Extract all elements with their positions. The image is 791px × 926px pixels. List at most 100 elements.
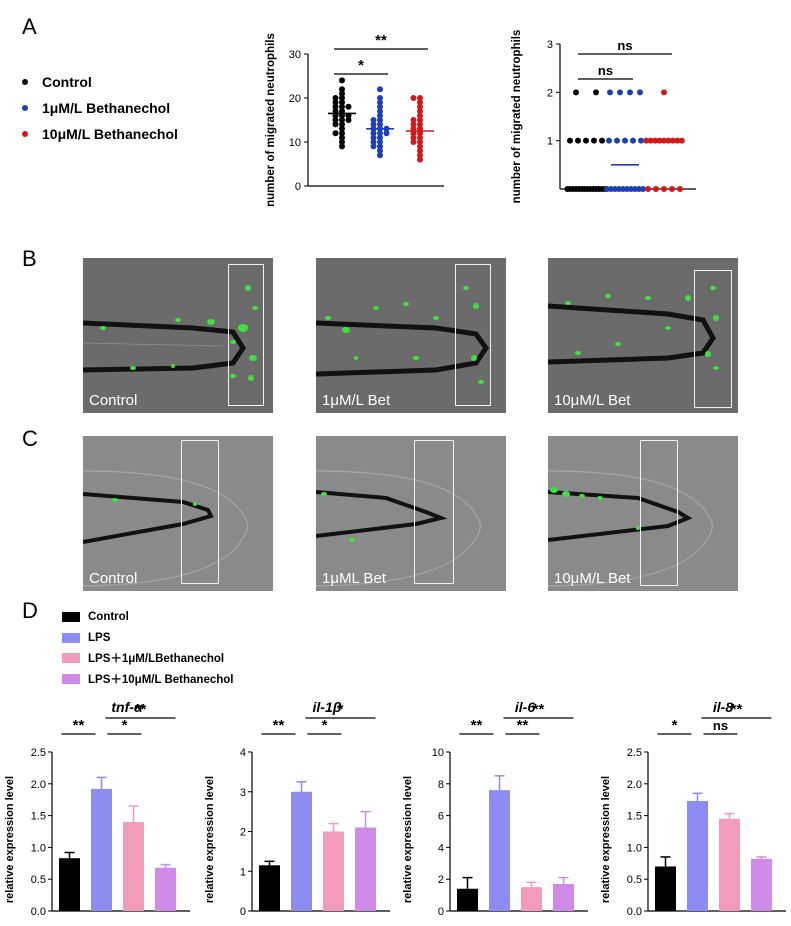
data-point: [377, 143, 383, 150]
significance-label: *: [358, 57, 364, 74]
legend-marker: [22, 131, 28, 137]
data-point: [614, 137, 620, 144]
bar: [719, 818, 740, 911]
data-point: [377, 152, 383, 159]
data-point: [410, 117, 417, 123]
legend-label: Control: [42, 74, 92, 90]
legend-marker: [22, 79, 28, 85]
data-point: [617, 89, 623, 96]
legend-label: 10μM/L Bethanechol: [42, 126, 178, 142]
y-tick-label: 1.0: [627, 842, 642, 854]
y-axis-label: relative expression level: [4, 776, 16, 903]
data-point: [638, 137, 644, 144]
data-point: [417, 99, 423, 106]
y-tick-label: 20: [289, 93, 301, 105]
data-point: [332, 117, 339, 123]
significance-label: **: [471, 717, 483, 734]
data-point: [627, 89, 633, 96]
data-point: [339, 103, 345, 110]
data-point: [567, 137, 573, 144]
data-point: [332, 95, 339, 101]
legend-swatch: [62, 612, 80, 623]
legend-label: 1μM/L Bethanechol: [42, 100, 171, 116]
panel-label-c: C: [22, 426, 38, 451]
panel-label-b: B: [22, 246, 37, 271]
data-point: [377, 139, 383, 145]
legend-a: Control 1μM/L Bethanechol 10μM/L Bethane…: [22, 69, 178, 147]
tail-image: [83, 470, 249, 587]
y-tick-label: 6: [438, 811, 444, 823]
data-point: [370, 143, 377, 150]
y-tick-label: 8: [438, 779, 444, 791]
y-tick-label: 0: [438, 906, 444, 918]
data-point: [339, 77, 345, 84]
data-point: [377, 99, 383, 106]
micrograph-label: Control: [89, 570, 138, 587]
data-point: [640, 186, 646, 192]
data-point: [643, 137, 650, 144]
micrograph-c-1um: 1μML Bet: [316, 436, 506, 591]
legend-swatch: [62, 673, 80, 684]
data-point: [377, 86, 383, 93]
data-point: [377, 130, 383, 137]
data-point: [345, 103, 352, 110]
y-axis-label: number of migrated neutrophils: [511, 30, 523, 204]
y-tick-label: 0: [295, 181, 301, 193]
data-point: [417, 143, 423, 150]
y-tick-label: 0.0: [31, 906, 46, 918]
legend-item: LPS＋1μM/LBethanechol: [62, 648, 234, 669]
y-tick-label: 4: [438, 842, 444, 854]
significance-label: **: [731, 701, 743, 718]
data-point: [575, 137, 581, 144]
data-point: [591, 137, 597, 144]
data-point: [332, 121, 339, 128]
significance-label: *: [122, 717, 128, 734]
data-point: [332, 130, 339, 137]
data-point: [417, 103, 423, 110]
legend-item: Control: [22, 69, 178, 95]
bar: [553, 883, 574, 911]
data-point: [339, 90, 345, 97]
micrograph-c-control: Control: [83, 436, 273, 591]
data-point: [339, 99, 345, 106]
bar: [355, 827, 376, 911]
chart-title: il-6: [515, 699, 535, 715]
tail-image: [548, 470, 714, 587]
data-point: [637, 89, 643, 96]
data-point: [622, 137, 628, 144]
data-point: [417, 121, 423, 128]
y-tick-label: 2.0: [31, 779, 46, 791]
data-point: [339, 125, 345, 132]
data-point: [606, 137, 612, 144]
significance-label: ns: [598, 63, 613, 78]
significance-label: *: [322, 717, 328, 734]
micrograph-b-control: Control: [83, 258, 273, 413]
data-point: [417, 147, 423, 154]
data-point: [583, 137, 589, 144]
legend-label: LPS: [88, 631, 111, 644]
data-point: [417, 108, 423, 115]
tail-image: [316, 286, 490, 384]
data-point: [573, 89, 579, 96]
legend-item: LPS＋10μM/L Bethanechol: [62, 669, 234, 690]
y-tick-label: 0.0: [627, 906, 642, 918]
data-point: [339, 86, 345, 93]
significance-label: ns: [617, 38, 632, 53]
roi-box: [640, 440, 678, 586]
bar: [259, 865, 280, 911]
significance-label: **: [517, 717, 529, 734]
data-point: [410, 134, 417, 141]
y-axis-label: relative expression level: [402, 776, 414, 903]
data-point: [377, 117, 383, 123]
y-tick-label: 2: [438, 874, 444, 886]
data-point: [417, 134, 423, 141]
y-tick-label: 0: [240, 906, 246, 918]
roi-box: [694, 270, 732, 408]
data-point: [677, 186, 683, 192]
data-point: [377, 121, 383, 128]
y-axis-label: number of migrated neutrophils: [265, 33, 277, 207]
bar: [323, 831, 344, 911]
